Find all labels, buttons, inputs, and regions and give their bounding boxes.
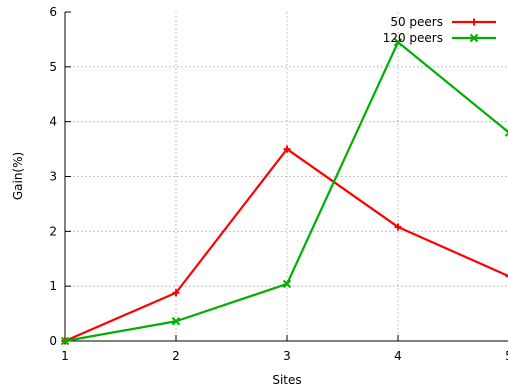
data-point-marker	[393, 37, 403, 47]
axes	[64, 11, 508, 342]
grid	[65, 12, 508, 341]
y-axis-label: Gain(%)	[11, 152, 25, 200]
y-tick-label: 0	[49, 334, 57, 348]
legend-label: 50 peers	[390, 15, 443, 29]
y-tick-label: 1	[49, 279, 57, 293]
y-tick-label: 3	[49, 170, 57, 184]
series	[60, 37, 508, 346]
data-point-marker	[171, 317, 181, 326]
data-point-marker	[283, 145, 291, 153]
legend: 50 peers 120 peers	[383, 15, 496, 45]
series-line	[64, 147, 508, 343]
x-tick-label: 1	[61, 349, 69, 363]
y-tick-label: 5	[49, 60, 57, 74]
data-point-marker	[282, 279, 292, 289]
x-axis-label: Sites	[272, 373, 301, 387]
series-1	[61, 145, 508, 345]
series-2	[60, 37, 508, 346]
data-point-marker	[505, 272, 508, 280]
y-tick-label: 4	[49, 115, 57, 129]
x-tick-label: 5	[505, 349, 508, 363]
y-tick-label: 6	[49, 5, 57, 19]
series-line	[64, 41, 508, 343]
data-point-marker	[394, 223, 402, 231]
legend-label: 120 peers	[383, 31, 443, 45]
data-point-marker	[470, 18, 478, 26]
data-point-marker	[469, 33, 479, 43]
y-tick-label: 2	[49, 224, 57, 238]
data-point-marker	[60, 336, 70, 346]
x-tick-label: 3	[283, 349, 291, 363]
x-tick-label: 4	[394, 349, 402, 363]
data-point-marker	[172, 289, 180, 297]
data-point-marker	[504, 128, 508, 137]
x-tick-label: 2	[172, 349, 180, 363]
